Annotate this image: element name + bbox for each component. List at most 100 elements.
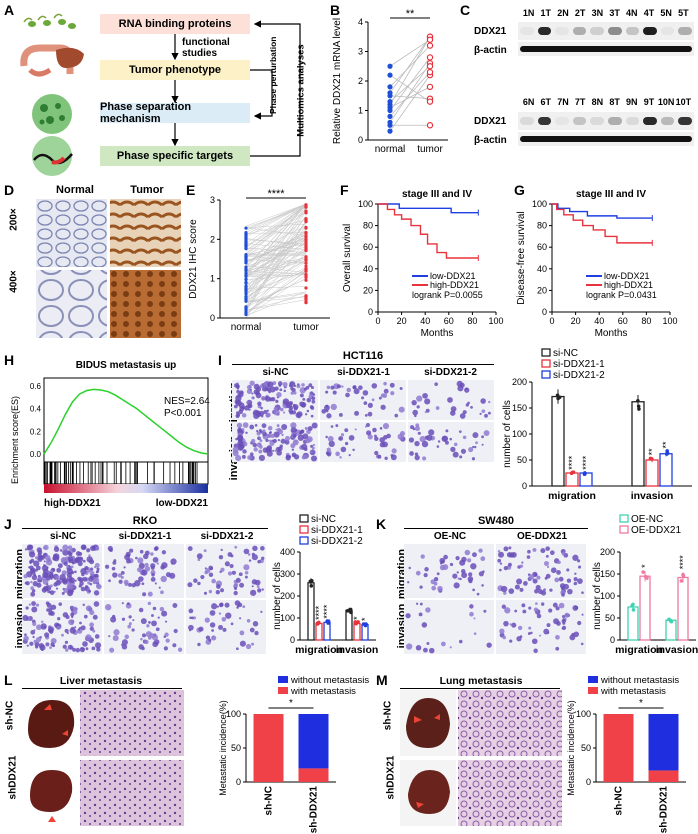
km-curve-low [378, 203, 479, 214]
cell-stain [536, 613, 542, 619]
cell-stain [285, 402, 293, 409]
cell-stain [577, 578, 583, 584]
cell-stain [447, 397, 453, 403]
bar-point [555, 393, 560, 398]
cell-stain [74, 570, 77, 574]
cell-stain [219, 570, 222, 574]
cell-stain [561, 627, 564, 630]
tumor-point [304, 261, 308, 265]
cell-stain [276, 450, 282, 456]
tumor-point [304, 230, 308, 235]
es-curve [43, 388, 209, 455]
cell-stain [428, 429, 435, 436]
cell-stain [235, 399, 242, 406]
cell-stain [274, 449, 277, 452]
he-liver-shnc [80, 690, 184, 756]
cell-stain [49, 610, 55, 616]
pair-line [245, 203, 307, 233]
panel-k-col-oeddx21: OE-DDX21 [516, 531, 567, 542]
y-tick-label: 0 [290, 635, 295, 645]
normal-point [244, 226, 248, 230]
y-tick-label: 0 [542, 307, 547, 317]
pair-line [245, 239, 307, 271]
ihc-col-normal: Normal [56, 184, 94, 196]
cell-stain [71, 622, 74, 625]
y-tick-label: 100 [280, 613, 295, 623]
cell-stain [540, 590, 547, 596]
studies-label: studies [182, 48, 218, 59]
cell-stain [354, 428, 357, 431]
cell-stain [264, 396, 271, 402]
pair-line [245, 203, 307, 275]
cell-stain [77, 561, 83, 567]
cell-stain [31, 606, 38, 613]
pair-line [245, 203, 307, 267]
cell-stain [361, 396, 365, 400]
cell-stain [144, 639, 149, 645]
cell-stain [34, 645, 39, 649]
blot-actin-row2 [518, 132, 694, 146]
cell-stain [245, 431, 248, 435]
cell-stain [530, 631, 533, 635]
lane-label: 2T [574, 8, 586, 18]
cell-stain [93, 601, 100, 607]
cell-stain [481, 435, 485, 439]
cell-stain [536, 575, 541, 580]
bar [639, 575, 651, 641]
cell-stain [472, 588, 475, 592]
cell-stain [290, 422, 297, 429]
x-category-label: sh-DDX21 [659, 786, 670, 834]
cell-stain [233, 590, 238, 596]
ddx21-band [678, 117, 692, 125]
panel-f-chart: stage III and IV 0 20 40 60 80 100 0 20 40 60 80 100… [342, 189, 504, 339]
cell-stain [92, 614, 98, 620]
cell-stain [70, 570, 75, 575]
y-axis-label: Disease-free survival [516, 211, 527, 304]
cell-stain [267, 425, 273, 431]
cell-stain [302, 397, 306, 401]
cell-stain [67, 644, 73, 650]
cell-stain [65, 614, 70, 620]
cell-stain [47, 572, 54, 579]
cell-stain [257, 436, 261, 441]
cell-stain [480, 398, 486, 404]
cell-stain [135, 556, 138, 560]
y-tick-label: 50 [231, 743, 241, 753]
cell-stain [531, 638, 538, 645]
pair-line [245, 299, 307, 311]
pair-line [245, 296, 307, 303]
cell-stain [46, 608, 50, 612]
cell-stain [297, 383, 300, 386]
lane-label: 1T [540, 8, 552, 18]
pair-line [245, 252, 307, 316]
pair-line [245, 271, 307, 314]
cell-stain [124, 634, 130, 640]
ddx21-band [643, 117, 657, 125]
cell-stain [299, 393, 304, 398]
sig-label: **** [314, 605, 324, 620]
cell-stain [504, 607, 511, 614]
legend-swatch [299, 525, 309, 534]
normal-point [387, 72, 393, 78]
cell-stain [307, 426, 313, 431]
ihc-row-200x: 200× [8, 208, 20, 231]
km-curve-high [378, 203, 479, 259]
cell-stain [339, 456, 342, 459]
cell-stain [254, 579, 261, 586]
cell-stain [30, 591, 36, 597]
cell-stain [234, 600, 241, 606]
cell-stain [218, 554, 224, 560]
cell-stain [338, 436, 344, 441]
cell-stain [64, 648, 69, 652]
cell-stain [380, 404, 386, 410]
cell-stain [332, 390, 337, 395]
cell-stain [197, 581, 201, 586]
cell-stain [113, 629, 120, 636]
normal-point [244, 284, 248, 288]
x-tick-label: 80 [641, 316, 651, 326]
cell-stain [546, 565, 550, 568]
cell-stain [379, 442, 386, 448]
box-rna-binding-proteins: RNA binding proteins [100, 14, 250, 34]
cell-stain [28, 603, 31, 606]
cell-stain [85, 634, 92, 641]
